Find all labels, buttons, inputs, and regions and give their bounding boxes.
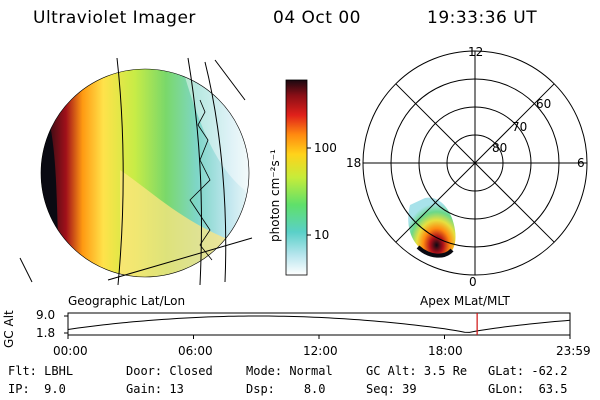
time-label: 19:33:36 UT [427,8,538,28]
altitude-plot [64,312,571,339]
info-filter: Flt: LBHL [8,364,74,378]
alt-x-tick-1200: 12:00 [303,344,338,358]
colorbar-tick-10: 10 [314,228,330,242]
earth-disk-image [40,68,250,278]
alt-y-tick-low: 1.8 [36,326,56,340]
info-gain: Gain: 13 [126,382,184,396]
geographic-grid [19,57,253,286]
alt-axis-label: GC Alt [2,310,16,348]
alt-x-tick-0600: 06:00 [178,344,213,358]
info-ip: IP: 9.0 [8,382,66,396]
alt-x-tick-2359: 23:59 [556,344,591,358]
mlt-label-12: 12 [468,45,484,59]
color-scale-bar [285,79,311,276]
colorbar-unit-label: photon cm⁻²s⁻¹ [268,149,282,242]
info-seq: Seq: 39 [366,382,417,396]
info-dsp: Dsp: 8.0 [246,382,326,396]
instrument-title: Ultraviolet Imager [33,8,196,28]
alt-y-tick-high: 9.0 [36,308,56,322]
altitude-curve [67,315,571,333]
date-label: 04 Oct 00 [273,8,361,28]
alt-x-tick-0000: 00:00 [53,344,88,358]
geographic-title: Geographic Lat/Lon [68,294,186,308]
colorbar-tick-100: 100 [314,141,337,155]
alt-x-tick-1800: 18:00 [428,344,463,358]
mlat-label-70: 70 [512,120,528,134]
mlt-label-18: 18 [346,156,362,170]
coastline [189,99,213,261]
polar-mlt-plot [362,50,588,276]
info-door: Door: Closed [126,364,213,378]
info-gc-alt: GC Alt: 3.5 Re [366,364,468,378]
apex-title: Apex MLat/MLT [420,294,510,308]
mlat-label-60: 60 [536,97,552,111]
info-glon: GLon: 63.5 [488,382,568,396]
info-glat: GLat: -62.2 [488,364,568,378]
mlt-label-6: 6 [577,156,585,170]
mlat-label-80: 80 [492,141,508,155]
info-mode: Mode: Normal [246,364,333,378]
mlt-label-0: 0 [469,275,477,289]
